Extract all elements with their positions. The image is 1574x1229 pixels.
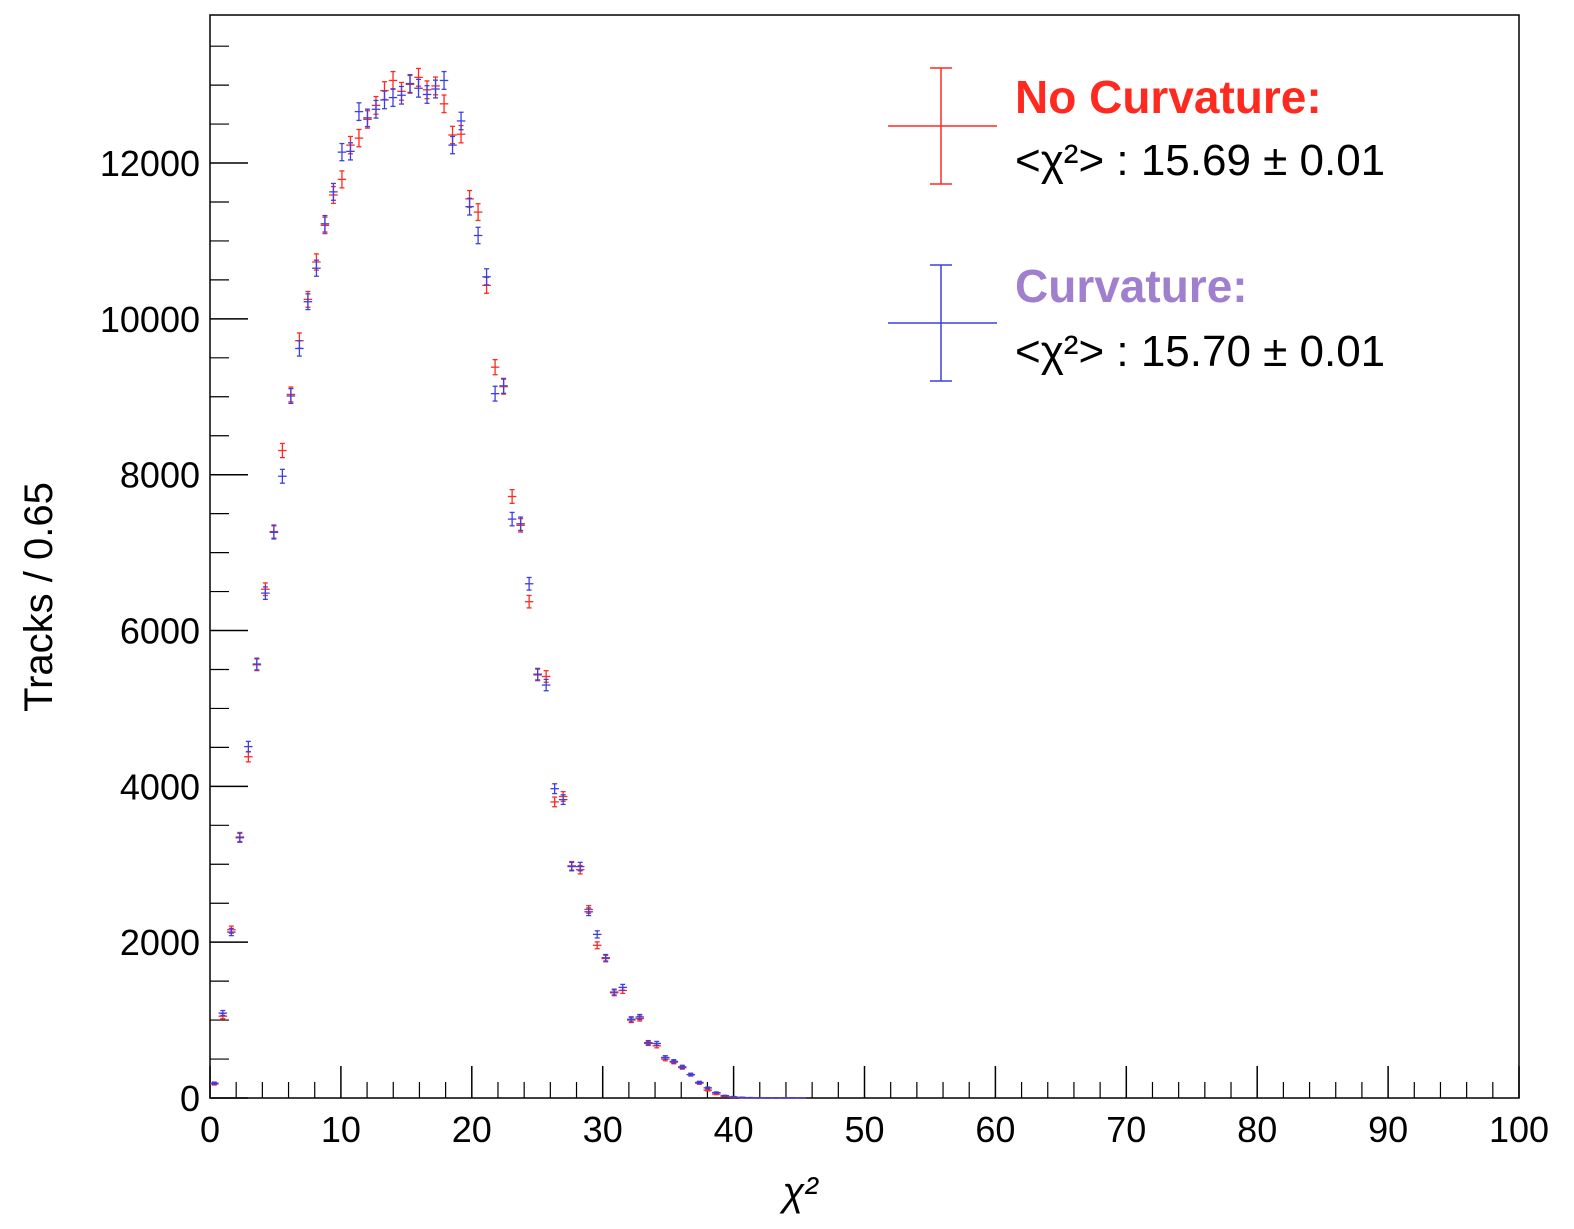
data-point: [278, 443, 287, 457]
data-point: [355, 103, 364, 121]
data-point: [287, 389, 296, 404]
data-point: [363, 109, 372, 126]
data-point: [644, 1041, 653, 1045]
data-point: [440, 72, 449, 90]
x-tick-label: 40: [714, 1109, 754, 1150]
legend-stat-curvature: <χ²> : 15.70 ± 0.01: [1015, 327, 1385, 376]
y-tick-label: 4000: [120, 766, 200, 807]
data-point: [704, 1089, 713, 1091]
series-1: [210, 72, 806, 1098]
data-point: [304, 294, 313, 310]
data-point: [278, 469, 287, 483]
data-point: [533, 668, 542, 680]
data-point: [465, 198, 474, 215]
y-tick-label: 10000: [100, 299, 200, 340]
data-point: [525, 595, 534, 607]
data-point: [244, 741, 253, 751]
data-point: [338, 171, 347, 188]
x-axis-ticks: 0 10 20 30 40 50 60 70 80 90 100: [200, 1066, 1549, 1150]
data-point: [355, 129, 364, 146]
data-point: [525, 577, 534, 590]
legend-marker-no-curvature: [888, 68, 997, 184]
data-point: [270, 526, 279, 539]
data-point: [729, 1097, 738, 1098]
x-tick-label: 10: [321, 1109, 361, 1150]
data-point: [414, 79, 423, 97]
x-tick-label: 100: [1489, 1109, 1549, 1150]
legend-stat-no-curvature: <χ²> : 15.69 ± 0.01: [1015, 136, 1385, 185]
data-point: [423, 86, 432, 104]
data-point: [653, 1041, 662, 1045]
data-point: [482, 269, 491, 285]
data-point: [499, 378, 508, 393]
data-point: [508, 512, 517, 525]
data-point: [244, 752, 253, 762]
x-tick-label: 80: [1237, 1109, 1277, 1150]
data-point: [593, 931, 602, 938]
data-point: [516, 517, 525, 530]
data-point: [389, 72, 398, 90]
data-point: [567, 862, 576, 870]
data-point: [372, 100, 381, 118]
x-tick-label: 30: [583, 1109, 623, 1150]
y-axis-title: Tracks / 0.65: [17, 482, 61, 712]
data-point: [397, 86, 406, 104]
legend-marker-curvature: [888, 265, 997, 381]
legend-label-curvature: Curvature:: [1015, 260, 1248, 312]
data-point: [389, 89, 398, 107]
data-point: [440, 95, 449, 113]
y-axis-ticks: 0 2000 4000 6000 8000 10000 12000: [100, 46, 248, 1119]
data-point: [542, 679, 551, 690]
x-tick-label: 70: [1106, 1109, 1146, 1150]
data-point: [236, 833, 245, 842]
data-point: [627, 1017, 636, 1022]
data-point: [380, 91, 389, 109]
legend: No Curvature: <χ²> : 15.69 ± 0.01 Curvat…: [888, 68, 1385, 381]
data-point: [321, 216, 330, 233]
data-point: [295, 341, 304, 356]
data-point: [610, 989, 619, 995]
data-point: [593, 942, 602, 949]
legend-label-no-curvature: No Curvature:: [1015, 71, 1322, 123]
y-tick-label: 2000: [120, 922, 200, 963]
x-tick-label: 60: [975, 1109, 1015, 1150]
data-point: [491, 386, 500, 401]
data-point: [704, 1087, 713, 1089]
data-point: [329, 183, 338, 200]
data-point: [491, 360, 500, 375]
data-point: [253, 658, 262, 670]
data-point: [712, 1092, 721, 1093]
data-point: [474, 227, 483, 243]
y-tick-label: 0: [180, 1078, 200, 1119]
data-point: [474, 204, 483, 221]
x-tick-label: 90: [1368, 1109, 1408, 1150]
data-point: [431, 80, 440, 98]
data-point: [457, 112, 466, 129]
data-point: [550, 784, 559, 794]
data-point: [448, 136, 457, 153]
y-tick-label: 6000: [120, 611, 200, 652]
data-point: [508, 490, 517, 504]
data-point: [406, 75, 415, 93]
data-point: [721, 1095, 730, 1096]
y-tick-label: 12000: [100, 143, 200, 184]
series-0: [210, 68, 806, 1098]
y-tick-label: 8000: [120, 455, 200, 496]
data-point: [618, 984, 627, 990]
data-point: [338, 144, 347, 161]
x-axis-title: χ²: [779, 1170, 819, 1214]
series-layer: [210, 68, 806, 1098]
data-point: [687, 1073, 696, 1076]
x-tick-label: 50: [844, 1109, 884, 1150]
x-tick-label: 20: [452, 1109, 492, 1150]
data-point: [601, 954, 610, 961]
x-tick-label: 0: [200, 1109, 220, 1150]
data-point: [550, 797, 559, 807]
data-point: [219, 1011, 228, 1016]
